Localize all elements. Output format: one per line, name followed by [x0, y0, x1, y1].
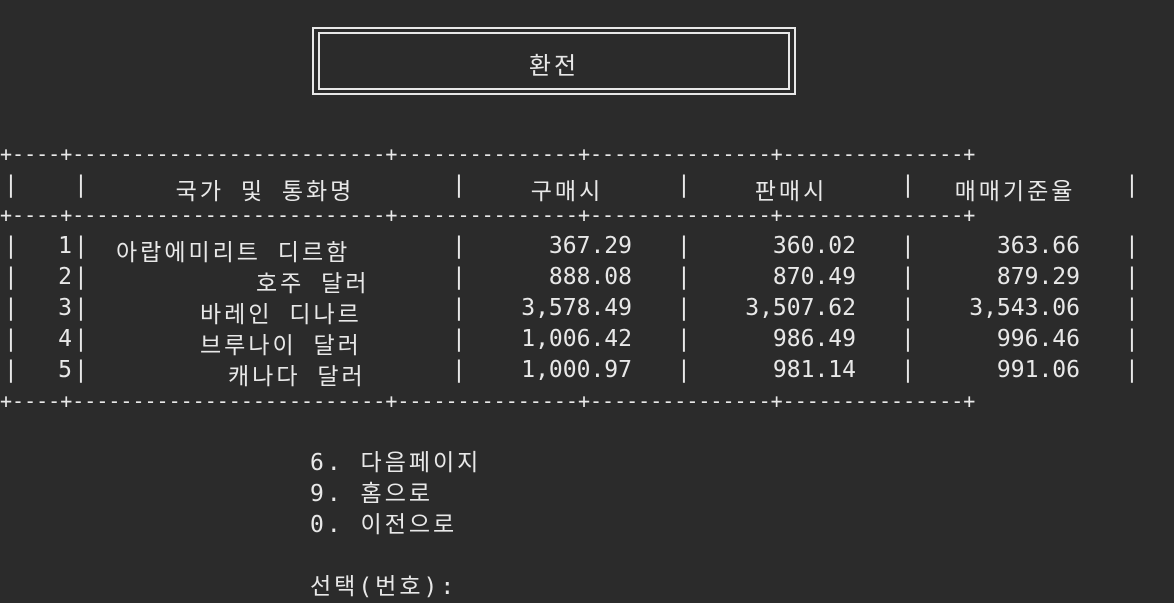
cell-separator: | — [901, 264, 915, 290]
base-rate: 363.66 — [996, 233, 1080, 259]
title-box-outer — [312, 27, 796, 95]
cell-separator: | — [74, 357, 88, 383]
cell-separator: | — [1125, 326, 1139, 352]
cell-separator: | — [74, 326, 88, 352]
title-box-inner — [318, 32, 790, 90]
sell-rate: 360.02 — [772, 233, 856, 259]
menu-item-home[interactable]: 9. 홈으로 — [310, 481, 434, 507]
cell-separator: | — [74, 295, 88, 321]
table-row: | 2 | 호주 달러 | 888.08 | 870.49 | 879.29 | — [0, 264, 1174, 297]
cell-separator: | — [4, 357, 18, 383]
sell-rate: 986.49 — [772, 326, 856, 352]
cell-separator: | — [4, 295, 18, 321]
buy-rate: 888.08 — [548, 264, 632, 290]
cell-separator: | — [1125, 172, 1139, 198]
table-row: | 5 | 캐나다 달러 | 1,000.97 | 981.14 | 991.0… — [0, 357, 1174, 390]
currency-name: 아랍에미리트 디르함 — [116, 240, 351, 266]
cell-separator: | — [901, 233, 915, 259]
base-rate: 879.29 — [996, 264, 1080, 290]
sell-rate: 870.49 — [772, 264, 856, 290]
table-border-top: +----+--------------------------+-------… — [0, 142, 976, 166]
cell-separator: | — [74, 264, 88, 290]
cell-separator: | — [452, 172, 466, 198]
header-country-currency: 국가 및 통화명 — [175, 179, 355, 205]
cell-separator: | — [677, 233, 691, 259]
buy-rate: 3,578.49 — [521, 295, 632, 321]
table-row: | 3 | 바레인 디나르 | 3,578.49 | 3,507.62 | 3,… — [0, 295, 1174, 328]
cell-separator: | — [901, 357, 915, 383]
cell-separator: | — [452, 264, 466, 290]
cell-separator: | — [452, 233, 466, 259]
header-buy: 구매시 — [530, 179, 604, 205]
cell-separator: | — [1125, 357, 1139, 383]
table-header-row: | | 국가 및 통화명 | 구매시 | 판매시 | 매매기준율 | — [0, 172, 1174, 205]
cell-separator: | — [677, 264, 691, 290]
cell-separator: | — [4, 326, 18, 352]
buy-rate: 1,000.97 — [521, 357, 632, 383]
cell-separator: | — [452, 357, 466, 383]
cell-separator: | — [1125, 264, 1139, 290]
sell-rate: 3,507.62 — [745, 295, 856, 321]
currency-name: 호주 달러 — [256, 271, 370, 297]
cell-separator: | — [677, 172, 691, 198]
cell-separator: | — [452, 295, 466, 321]
cell-separator: | — [4, 172, 18, 198]
table-row: | 4 | 브루나이 달러 | 1,006.42 | 986.49 | 996.… — [0, 326, 1174, 359]
menu-item-next-page[interactable]: 6. 다음페이지 — [310, 450, 482, 476]
header-sell: 판매시 — [754, 179, 828, 205]
cell-separator: | — [452, 326, 466, 352]
page-title: 환전 — [528, 52, 580, 80]
base-rate: 991.06 — [996, 357, 1080, 383]
table-row: | 1 | 아랍에미리트 디르함 | 367.29 | 360.02 | 363… — [0, 233, 1174, 266]
cell-separator: | — [677, 326, 691, 352]
cell-separator: | — [901, 295, 915, 321]
header-base-rate: 매매기준율 — [954, 179, 1076, 205]
table-border-header: +----+--------------------------+-------… — [0, 203, 976, 227]
cell-separator: | — [74, 233, 88, 259]
row-number: 2 — [58, 264, 72, 290]
row-number: 3 — [58, 295, 72, 321]
cell-separator: | — [677, 357, 691, 383]
cell-separator: | — [4, 264, 18, 290]
cell-separator: | — [4, 233, 18, 259]
cell-separator: | — [901, 326, 915, 352]
currency-name: 브루나이 달러 — [200, 333, 362, 359]
buy-rate: 1,006.42 — [521, 326, 632, 352]
cell-separator: | — [1125, 295, 1139, 321]
row-number: 4 — [58, 326, 72, 352]
base-rate: 3,543.06 — [969, 295, 1080, 321]
selection-prompt[interactable]: 선택(번호): — [310, 574, 458, 600]
cell-separator: | — [74, 172, 88, 198]
currency-name: 캐나다 달러 — [228, 364, 366, 390]
cell-separator: | — [1125, 233, 1139, 259]
cell-separator: | — [677, 295, 691, 321]
buy-rate: 367.29 — [548, 233, 632, 259]
sell-rate: 981.14 — [772, 357, 856, 383]
currency-name: 바레인 디나르 — [200, 302, 362, 328]
cell-separator: | — [901, 172, 915, 198]
table-border-bottom: +----+--------------------------+-------… — [0, 389, 976, 413]
base-rate: 996.46 — [996, 326, 1080, 352]
row-number: 5 — [58, 357, 72, 383]
row-number: 1 — [58, 233, 72, 259]
menu-item-back[interactable]: 0. 이전으로 — [310, 512, 458, 538]
